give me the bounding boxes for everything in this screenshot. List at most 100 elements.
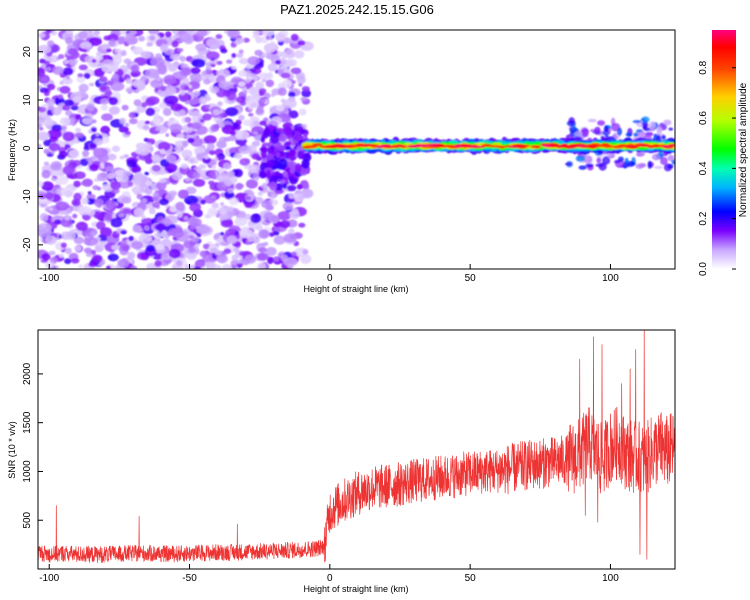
- spectrogram-cell: [163, 95, 179, 105]
- spectrogram-cell: [88, 163, 99, 172]
- spectrogram-cell: [269, 145, 275, 150]
- spectrogram-cell: [154, 260, 162, 267]
- spectrogram-cell: [127, 251, 136, 260]
- spectrogram-cell: [208, 180, 215, 186]
- spectrogram-cell: [122, 170, 132, 177]
- spectrogram-cell: [671, 159, 675, 165]
- spectrogram-cell: [255, 36, 263, 44]
- spectrogram-cell: [628, 145, 639, 149]
- spectrogram-cell: [210, 195, 216, 200]
- y-tick-label: 20: [22, 46, 33, 58]
- spectrogram-cell: [153, 232, 162, 240]
- spectrogram-cell: [47, 128, 62, 139]
- y-tick-label: -20: [22, 237, 33, 252]
- spectrogram-cell: [575, 155, 586, 162]
- spectrogram-cell: [118, 126, 129, 133]
- spectrogram-cell: [359, 144, 371, 147]
- spectrogram-cell: [107, 172, 115, 180]
- spectrogram-image: [38, 30, 675, 269]
- spectrogram-cell: [159, 148, 166, 155]
- spectrogram-cell: [141, 101, 148, 108]
- spectrogram-cell: [152, 117, 162, 126]
- spectrogram-cell: [105, 166, 115, 173]
- spectrogram-cell: [179, 68, 192, 77]
- spectrogram-cell: [382, 145, 396, 149]
- spectrogram-cell: [211, 254, 217, 259]
- spectrogram-cell: [253, 76, 259, 81]
- spectrogram-cell: [252, 30, 261, 36]
- spectrogram-cell: [174, 146, 180, 151]
- snr-y-ticks: 500 1000 1500 2000: [22, 362, 43, 529]
- spectrogram-cell: [245, 179, 258, 189]
- spectrogram-cell: [81, 150, 90, 157]
- spectrogram-cell: [185, 186, 197, 195]
- spectrogram-cell: [106, 153, 117, 161]
- spectrogram-cell: [162, 107, 172, 117]
- spectrogram-cell: [235, 37, 245, 44]
- spectrogram-cell: [282, 98, 297, 109]
- spectrogram-cell: [88, 82, 95, 87]
- spectrogram-cell: [251, 140, 261, 147]
- spectrogram-cell: [301, 89, 312, 98]
- spectrogram-cell: [62, 131, 75, 142]
- spectrogram-cell: [667, 163, 674, 170]
- y-tick-label: 10: [22, 94, 33, 106]
- spectrogram-cell: [633, 132, 639, 137]
- spectrogram-cell: [594, 126, 601, 135]
- colorbar-tick-label: 0.8: [698, 60, 709, 74]
- spectrogram-cell: [38, 144, 42, 148]
- spectrogram-cell: [224, 85, 230, 91]
- spectrogram-cell: [645, 131, 654, 137]
- spectrogram-cell: [224, 30, 229, 34]
- spectrogram-cell: [130, 64, 140, 73]
- spectrogram-cell: [556, 145, 574, 148]
- spectrogram-cell: [291, 251, 297, 257]
- spectrogram-cell: [215, 238, 223, 244]
- spectrogram-cell: [604, 125, 609, 133]
- spectrogram-cell: [194, 146, 205, 154]
- spectrogram-cell: [235, 96, 246, 103]
- spectrogram-cell: [112, 73, 120, 81]
- spectrogram-cell: [86, 157, 92, 162]
- spectrogram-cell: [257, 262, 267, 269]
- spectrogram-cell: [174, 34, 181, 39]
- spectrogram-x-ticks: -100 -50 0 50 100: [39, 264, 619, 284]
- spectrogram-cell: [120, 230, 127, 235]
- spectrogram-cell: [131, 46, 144, 55]
- spectrogram-cell: [141, 218, 150, 224]
- spectrogram-cell: [179, 55, 187, 62]
- spectrogram-cell: [75, 114, 82, 120]
- spectrogram-cell: [60, 242, 67, 249]
- spectrogram-cell: [288, 110, 299, 119]
- spectrogram-cell: [179, 32, 192, 43]
- spectrogram-cell: [273, 235, 286, 245]
- snr-x-ticks: -100 -50 0 50 100: [39, 564, 619, 584]
- spectrogram-cell: [182, 77, 190, 86]
- spectrogram-cell: [269, 231, 275, 237]
- spectrogram-cell: [288, 193, 295, 198]
- spectrogram-cell: [249, 116, 260, 123]
- spectrogram-cell: [270, 135, 280, 144]
- spectrogram-cell: [233, 247, 240, 253]
- spectrogram-cell: [244, 78, 251, 84]
- spectrogram-cell: [578, 165, 587, 170]
- spectrogram-cell: [220, 202, 225, 206]
- spectrogram-cell: [279, 220, 291, 229]
- spectrogram-cell: [140, 50, 152, 59]
- spectrogram-cell: [632, 120, 641, 124]
- spectrogram-cell: [668, 127, 674, 131]
- spectrogram-cell: [76, 75, 86, 84]
- spectrogram-cell: [295, 125, 304, 133]
- spectrogram-cell: [87, 191, 92, 195]
- spectrogram-cell: [128, 235, 134, 242]
- spectrogram-cell: [111, 244, 120, 251]
- spectrogram-cell: [138, 35, 145, 42]
- spectrogram-cell: [91, 127, 97, 133]
- spectrogram-cell: [602, 144, 614, 148]
- spectrogram-cell: [203, 155, 210, 160]
- spectrogram-cell: [614, 159, 621, 164]
- spectrogram-cell: [150, 79, 164, 89]
- spectrogram-cell: [198, 164, 207, 170]
- spectrogram-cell: [189, 158, 195, 163]
